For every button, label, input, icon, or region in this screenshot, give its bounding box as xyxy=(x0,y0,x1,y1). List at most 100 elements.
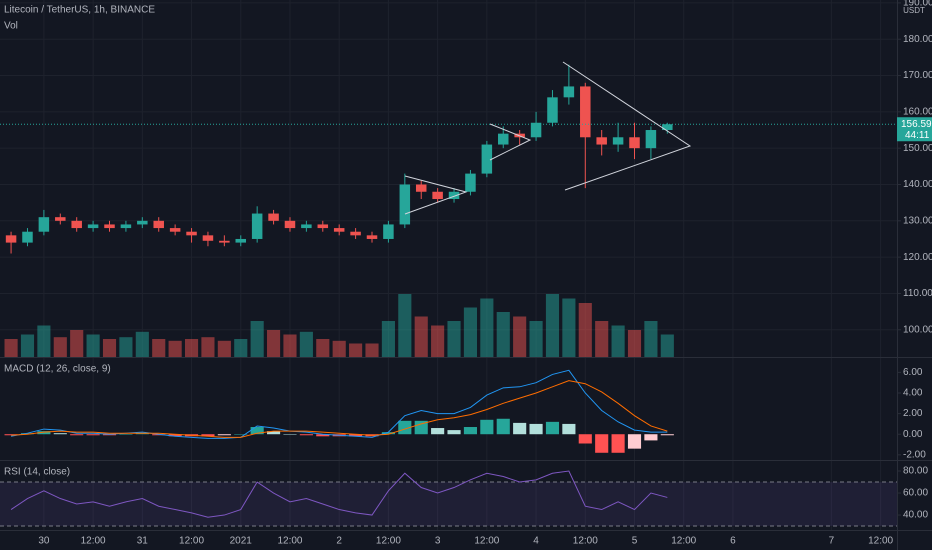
y-tick-label: 2.00 xyxy=(903,408,923,419)
volume-bar xyxy=(102,339,117,357)
macd-title: MACD (12, 26, close, 9) xyxy=(4,364,111,375)
x-tick-label: 5 xyxy=(632,536,638,547)
x-tick-label: 7 xyxy=(829,536,835,547)
histogram-bar xyxy=(611,434,625,453)
volume-bar xyxy=(480,298,494,357)
x-tick-label: 12:00 xyxy=(277,536,302,547)
volume-bar xyxy=(299,331,313,357)
x-tick-label: 2021 xyxy=(230,536,253,547)
y-tick-label: 150.00 xyxy=(903,143,932,154)
y-tick-label: 130.00 xyxy=(903,215,932,226)
candle-body xyxy=(120,224,132,229)
histogram-bar xyxy=(53,433,67,435)
volume-bar xyxy=(119,337,133,357)
candle-body xyxy=(235,238,247,243)
histogram-bar xyxy=(529,423,543,435)
volume-bar xyxy=(217,340,231,357)
x-tick-label: 6 xyxy=(730,536,736,547)
histogram-bar xyxy=(660,434,674,436)
volume-bar xyxy=(595,321,609,357)
candle-body xyxy=(383,224,394,239)
volume-bar xyxy=(152,339,166,357)
candle-body xyxy=(498,133,509,145)
x-tick-label: 12:00 xyxy=(474,536,499,547)
histogram-bar xyxy=(152,434,166,436)
histogram-bar xyxy=(513,422,527,435)
candle-body xyxy=(547,97,558,123)
histogram-bar xyxy=(545,421,560,435)
volume-bar xyxy=(37,325,51,357)
x-tick-label: 12:00 xyxy=(376,536,401,547)
volume-bar xyxy=(414,316,428,357)
volume-bar xyxy=(316,339,330,357)
histogram-bar xyxy=(316,434,330,437)
candle-body xyxy=(662,124,673,131)
volume-bar xyxy=(234,339,248,357)
candle-body xyxy=(415,184,427,192)
histogram-bar xyxy=(168,434,182,437)
y-tick-label: -2.00 xyxy=(903,449,926,460)
volume-bar xyxy=(283,334,297,357)
candle-body xyxy=(153,220,164,229)
volume-bar xyxy=(184,339,199,357)
histogram-bar xyxy=(578,434,592,444)
histogram-bar xyxy=(20,433,35,435)
trend-triangle xyxy=(404,175,468,215)
x-tick-label: 12:00 xyxy=(868,536,893,547)
histogram-bar xyxy=(349,434,363,437)
volume-bar xyxy=(578,303,592,357)
histogram-bar xyxy=(463,427,478,435)
last-price-tag xyxy=(897,117,932,142)
x-tick-label: 31 xyxy=(137,536,149,547)
x-tick-label: 4 xyxy=(533,536,539,547)
candle-body xyxy=(104,224,115,229)
trend-triangle xyxy=(562,61,692,191)
candle-body xyxy=(251,213,263,239)
histogram-bar xyxy=(102,434,117,436)
volume-bar xyxy=(562,298,576,357)
volume-bar xyxy=(627,330,642,357)
candle-body xyxy=(645,130,657,149)
symbol-title: Litecoin / TetherUS, 1h, BINANCE xyxy=(4,5,155,16)
countdown: 44:11 xyxy=(905,130,930,141)
volume-bar xyxy=(611,325,625,357)
candle-body xyxy=(448,191,460,200)
candle-body xyxy=(268,213,279,221)
candle-body xyxy=(333,228,345,232)
currency: USDT xyxy=(903,6,925,15)
candle-body xyxy=(169,228,181,232)
volume-bar xyxy=(20,334,35,357)
candle-body xyxy=(629,137,640,149)
trend-triangle xyxy=(489,123,532,161)
y-tick-label: 80.00 xyxy=(903,466,928,477)
histogram-bar xyxy=(644,434,658,441)
volume-bar xyxy=(135,331,149,357)
candle-body xyxy=(399,184,411,225)
histogram-bar xyxy=(201,434,215,437)
histogram-bar xyxy=(283,434,297,435)
volume-bar xyxy=(332,340,346,357)
volume-bar xyxy=(545,294,560,357)
volume-bar xyxy=(447,321,461,357)
candle-body xyxy=(87,224,99,229)
volume-bar xyxy=(431,325,445,357)
candle-body xyxy=(481,144,493,174)
candle-body xyxy=(580,86,591,138)
y-tick-label: 170.00 xyxy=(903,70,932,81)
y-tick-label: 160.00 xyxy=(903,106,932,117)
candle-body xyxy=(301,224,312,229)
histogram-bar xyxy=(135,433,149,435)
x-tick-label: 12:00 xyxy=(81,536,106,547)
histogram-bar xyxy=(627,434,642,449)
candle-body xyxy=(219,240,230,243)
volume-bar xyxy=(660,334,674,357)
histogram-bar xyxy=(562,423,576,435)
histogram-bar xyxy=(480,419,494,435)
candle-body xyxy=(465,173,476,192)
volume-bar xyxy=(201,337,215,357)
candle-body xyxy=(22,231,33,243)
y-tick-label: 100.00 xyxy=(903,324,932,335)
candle-body xyxy=(38,217,50,232)
